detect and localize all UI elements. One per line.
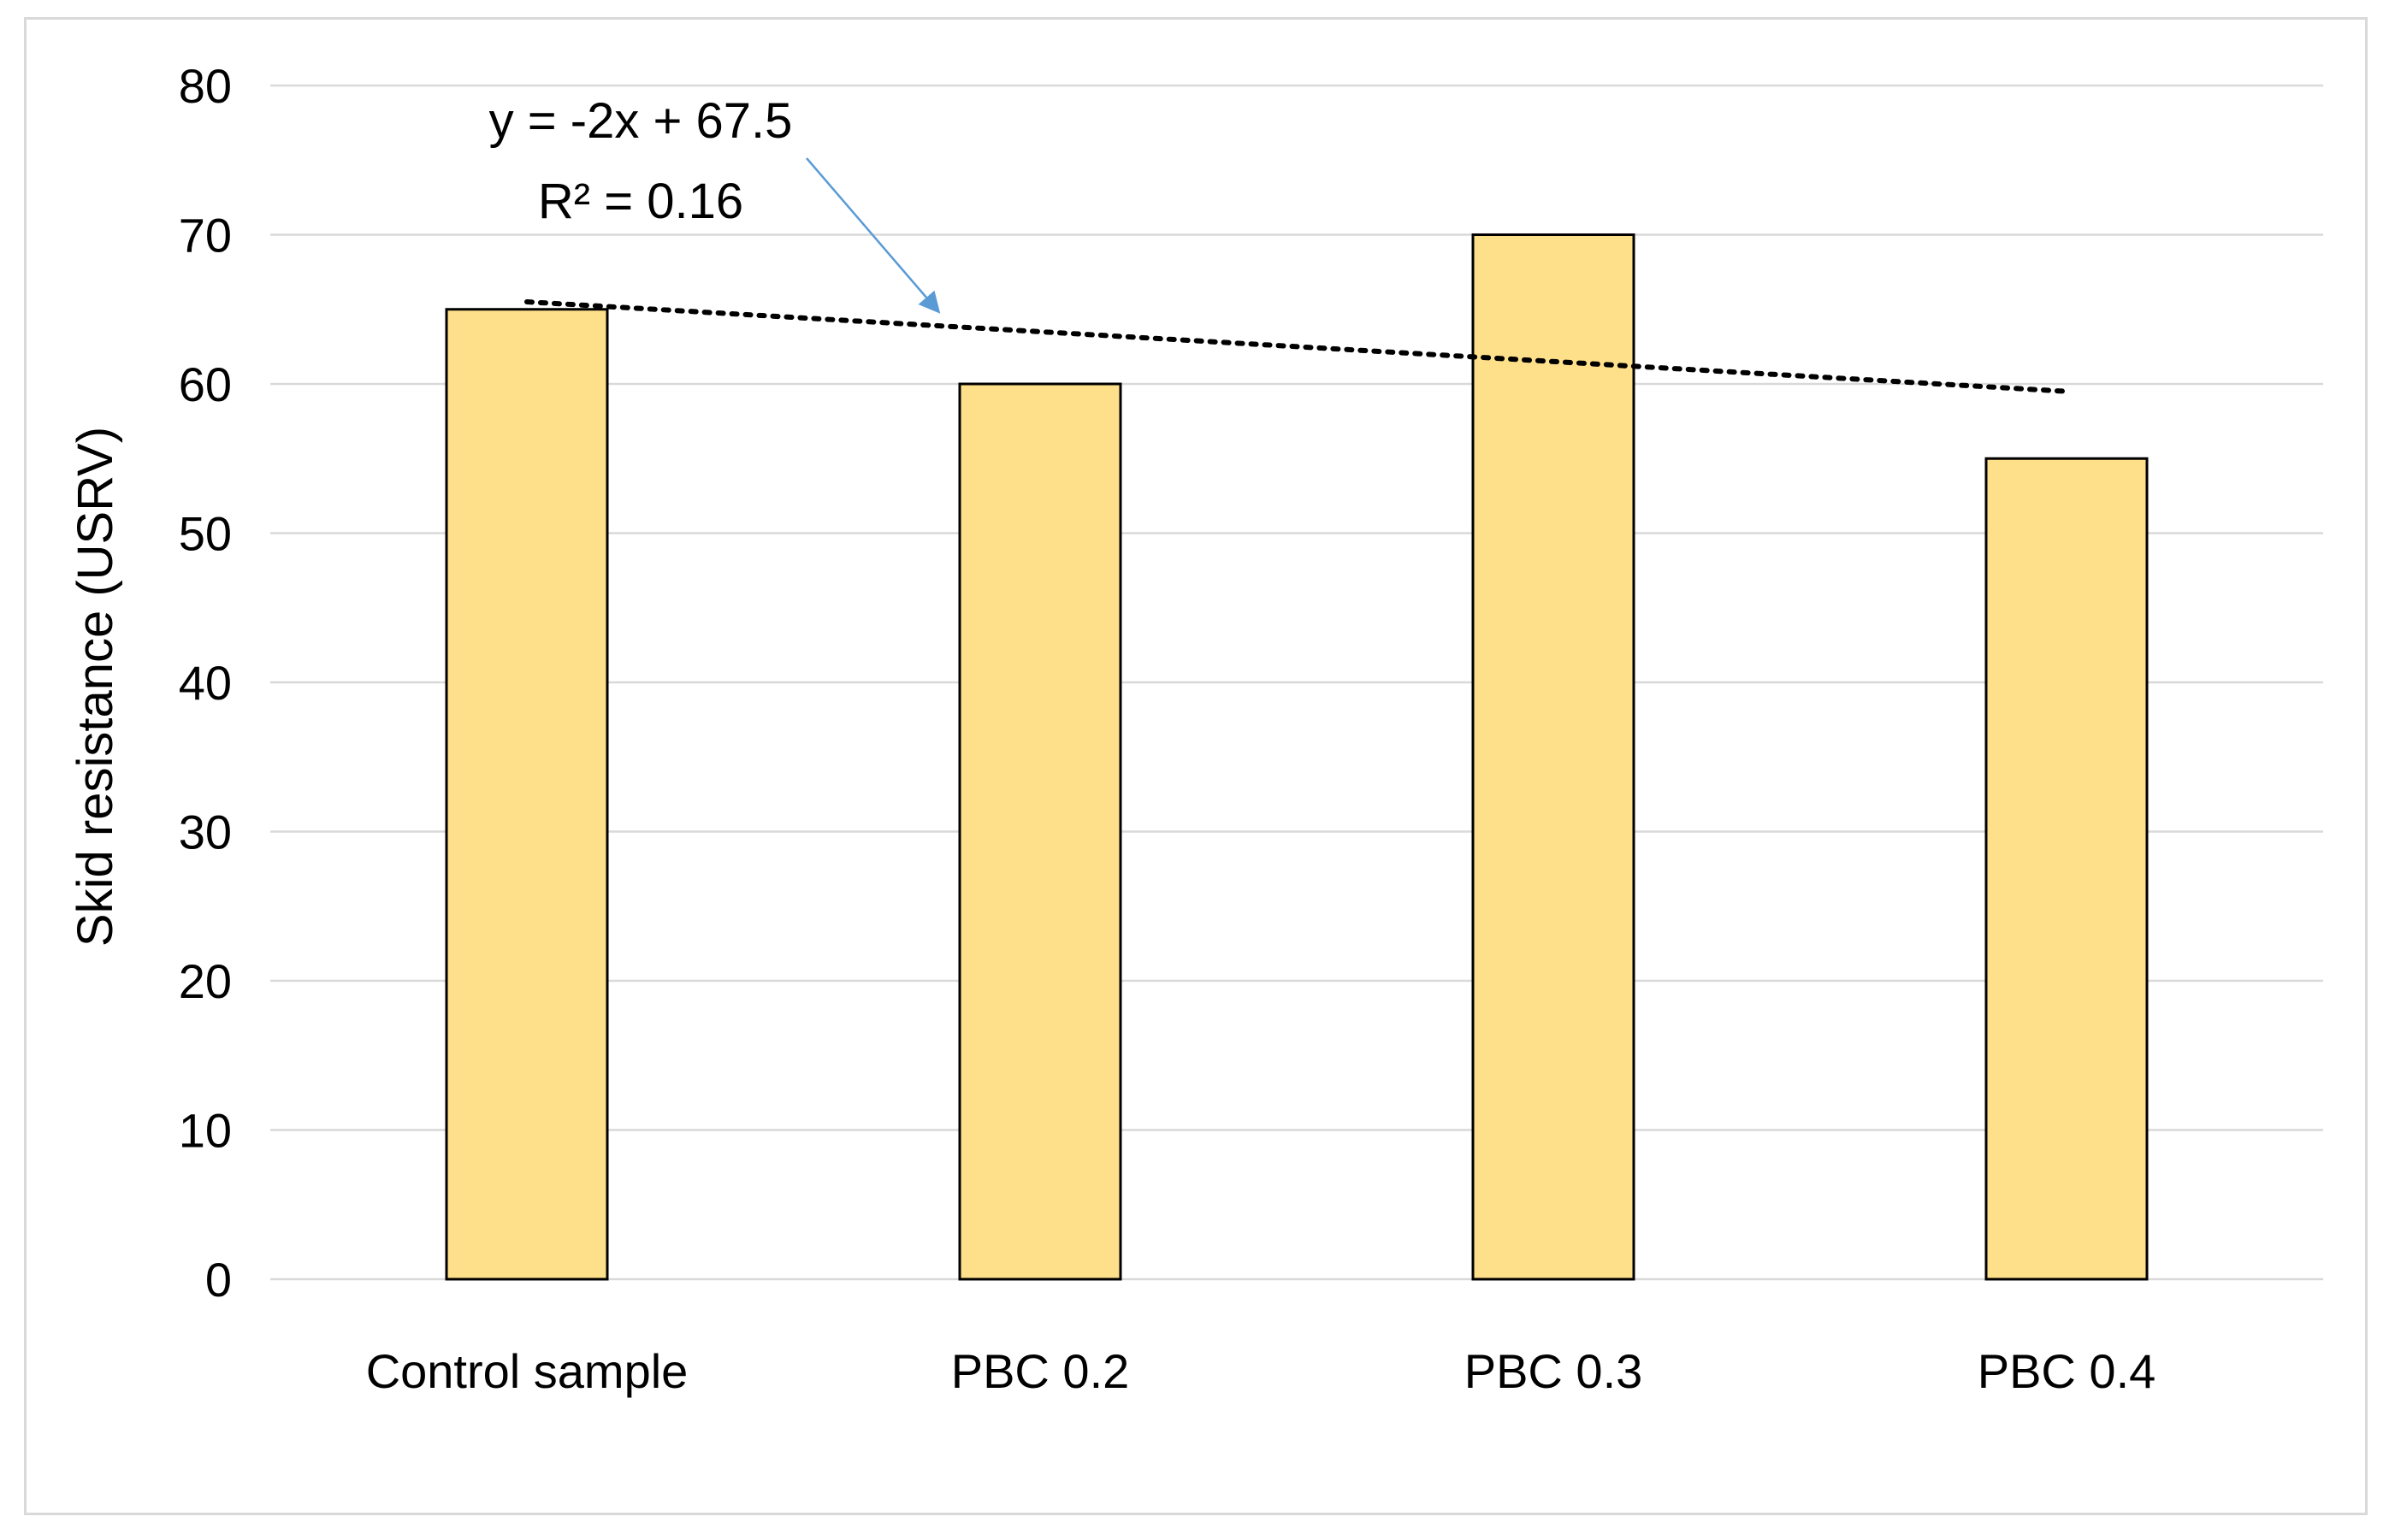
- y-tick-label-70: 70: [179, 209, 232, 263]
- y-axis-ticks: 0 10 20 30 40 50 60 70 80: [179, 59, 232, 1307]
- y-tick-label-80: 80: [179, 59, 232, 113]
- trendline-group: [524, 299, 2069, 394]
- trendline-annotation: y = -2x + 67.5 R² = 0.16: [489, 93, 941, 314]
- y-axis-title: Skid resistance (USRV): [68, 427, 123, 947]
- bar-4: [1984, 457, 2149, 1281]
- y-tick-label-20: 20: [179, 954, 232, 1008]
- bar-3: [1471, 233, 1635, 1281]
- y-tick-label-10: 10: [179, 1104, 232, 1158]
- x-tick-label-4: PBC 0.4: [1978, 1344, 2156, 1398]
- bar-chart: 0 10 20 30 40 50 60 70 80 Control sample PBC 0.2 P…: [68, 59, 2323, 1398]
- trendline: [524, 299, 2069, 394]
- chart-frame: 0 10 20 30 40 50 60 70 80 Control sample PBC 0.2 P…: [24, 17, 2368, 1515]
- gridlines: [270, 84, 2323, 1281]
- y-tick-label-30: 30: [179, 805, 232, 859]
- bar-1: [445, 308, 609, 1281]
- trendline-equation: y = -2x + 67.5: [489, 93, 793, 149]
- trendline-r-squared: R² = 0.16: [538, 174, 743, 229]
- annotation-arrow: [806, 157, 941, 314]
- x-tick-label-1: Control sample: [366, 1344, 689, 1398]
- y-tick-label-0: 0: [205, 1253, 232, 1307]
- x-axis-ticks: Control sample PBC 0.2 PBC 0.3 PBC 0.4: [366, 1344, 2156, 1398]
- bars: [445, 233, 2149, 1281]
- y-tick-label-60: 60: [179, 357, 232, 411]
- x-tick-label-2: PBC 0.2: [951, 1344, 1130, 1398]
- bar-2: [958, 382, 1122, 1281]
- y-tick-label-50: 50: [179, 507, 232, 561]
- x-tick-label-3: PBC 0.3: [1464, 1344, 1643, 1398]
- y-tick-label-40: 40: [179, 656, 232, 710]
